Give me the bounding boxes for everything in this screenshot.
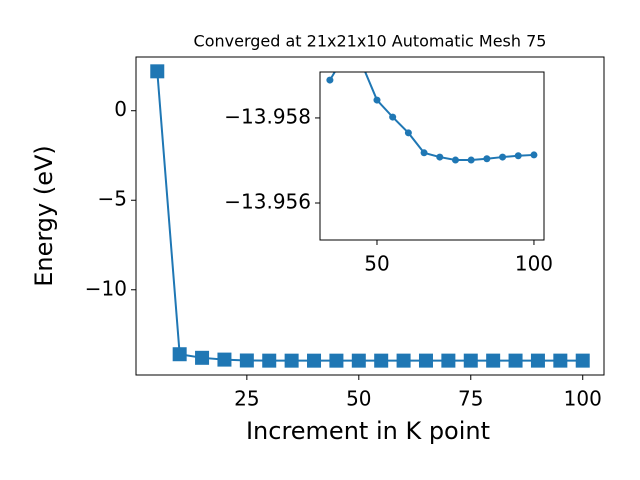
x-tick-label: 100 — [564, 387, 602, 411]
marker — [508, 353, 523, 368]
marker — [284, 353, 299, 368]
y-tick-label: −13.958 — [224, 104, 311, 128]
marker — [239, 353, 254, 368]
plot-frame — [135, 56, 605, 376]
x-tick-label: 50 — [346, 387, 371, 411]
marker — [451, 156, 459, 164]
y-tick-label: −13.956 — [224, 189, 311, 213]
chart-title: Converged at 21x21x10 Automatic Mesh 75 — [194, 32, 547, 51]
marker — [418, 353, 433, 368]
y-axis-label: Energy (eV) — [30, 145, 58, 287]
x-tick-label: 25 — [234, 387, 259, 411]
marker — [575, 353, 590, 368]
x-tick-label: 100 — [515, 252, 553, 276]
x-axis-label: Increment in K point — [246, 417, 490, 445]
marker — [530, 151, 538, 159]
marker — [373, 96, 381, 104]
plot-clip — [326, 72, 538, 164]
marker — [530, 353, 545, 368]
plot-clip — [150, 64, 590, 368]
marker — [436, 153, 444, 161]
marker — [307, 353, 322, 368]
marker — [326, 76, 334, 84]
marker — [514, 152, 522, 160]
plot-frame — [319, 71, 545, 241]
marker — [404, 129, 412, 137]
marker — [195, 350, 210, 365]
marker — [467, 156, 475, 164]
marker — [217, 352, 232, 367]
marker — [463, 353, 478, 368]
marker — [150, 64, 165, 79]
marker — [389, 113, 397, 121]
marker — [262, 353, 277, 368]
marker — [374, 353, 389, 368]
marker — [486, 353, 501, 368]
y-tick-label: −10 — [85, 276, 127, 300]
marker — [396, 353, 411, 368]
marker — [483, 155, 491, 163]
x-tick-label: 75 — [458, 387, 483, 411]
marker — [499, 153, 507, 161]
marker — [172, 347, 187, 362]
y-tick-label: 0 — [114, 97, 127, 121]
marker — [441, 353, 456, 368]
marker — [351, 353, 366, 368]
marker — [553, 353, 568, 368]
y-tick-label: −5 — [98, 187, 127, 211]
marker — [420, 149, 428, 157]
x-tick-label: 50 — [364, 252, 389, 276]
marker — [329, 353, 344, 368]
